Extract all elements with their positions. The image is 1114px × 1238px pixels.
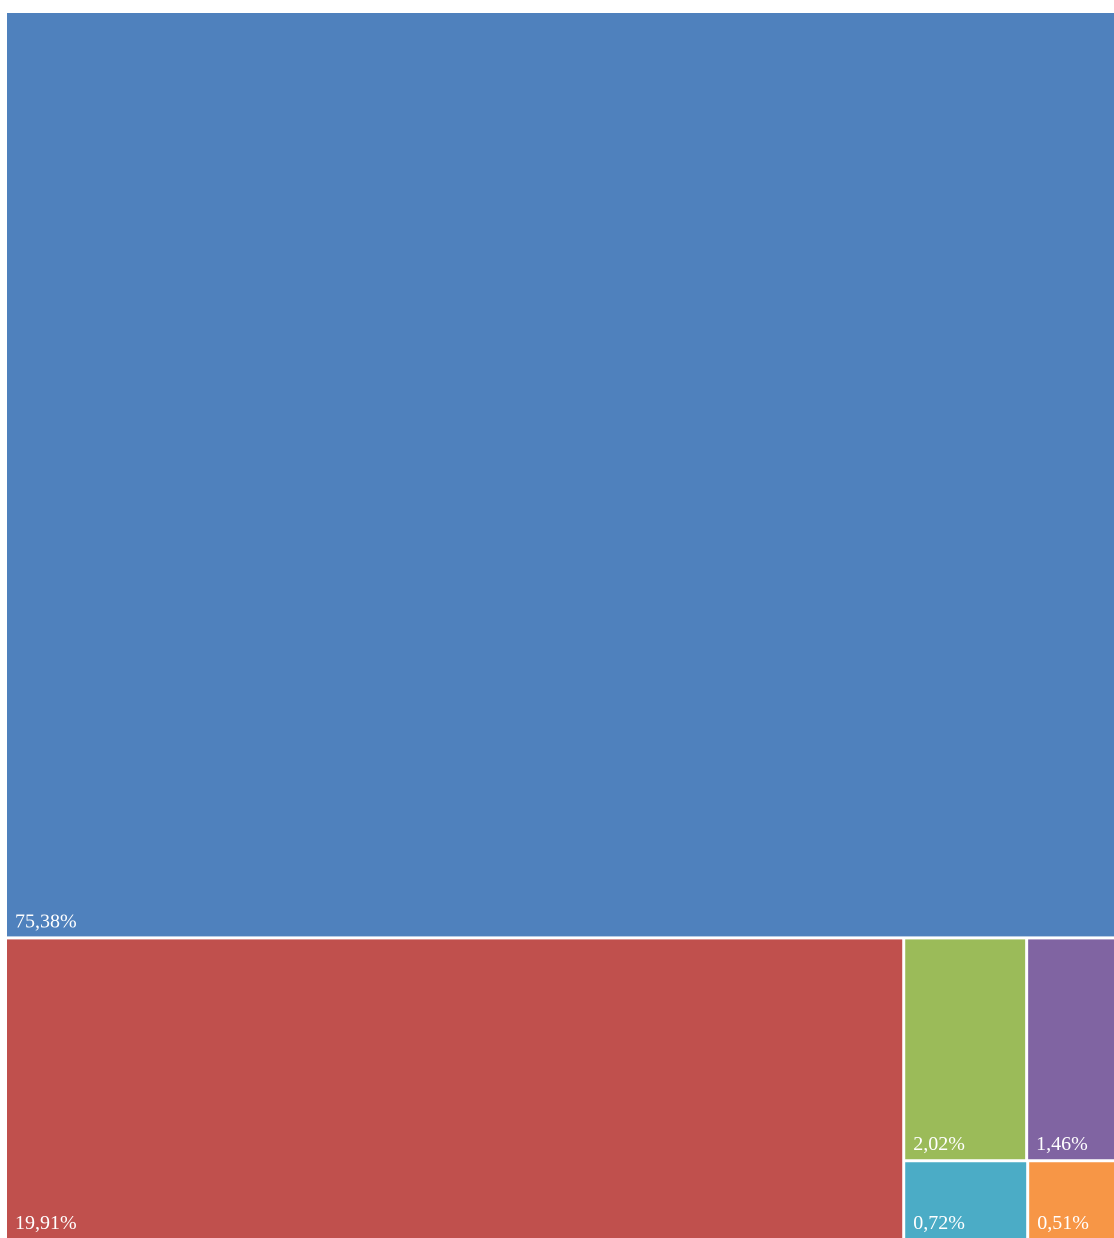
treemap-tile-label-3: 2,02% [913, 1133, 965, 1155]
treemap-tile-3 [905, 939, 1026, 1160]
treemap-tile-label-6: 0,51% [1037, 1212, 1089, 1234]
treemap-tiles [7, 13, 1114, 1238]
treemap-tile-6 [1029, 1162, 1114, 1238]
treemap-tile-5 [905, 1162, 1027, 1238]
treemap-tile-1 [7, 13, 1114, 937]
treemap-tile-2 [7, 939, 903, 1238]
treemap-tile-label-1: 75,38% [15, 910, 77, 932]
treemap-tile-4 [1028, 939, 1114, 1160]
treemap-tile-label-4: 1,46% [1036, 1133, 1088, 1155]
treemap-tile-label-5: 0,72% [913, 1212, 965, 1234]
treemap-tile-label-2: 19,91% [15, 1212, 77, 1234]
treemap-labels: 75,38% 19,91% 2,02% 1,46% 0,72% 0,51% [15, 910, 1089, 1234]
